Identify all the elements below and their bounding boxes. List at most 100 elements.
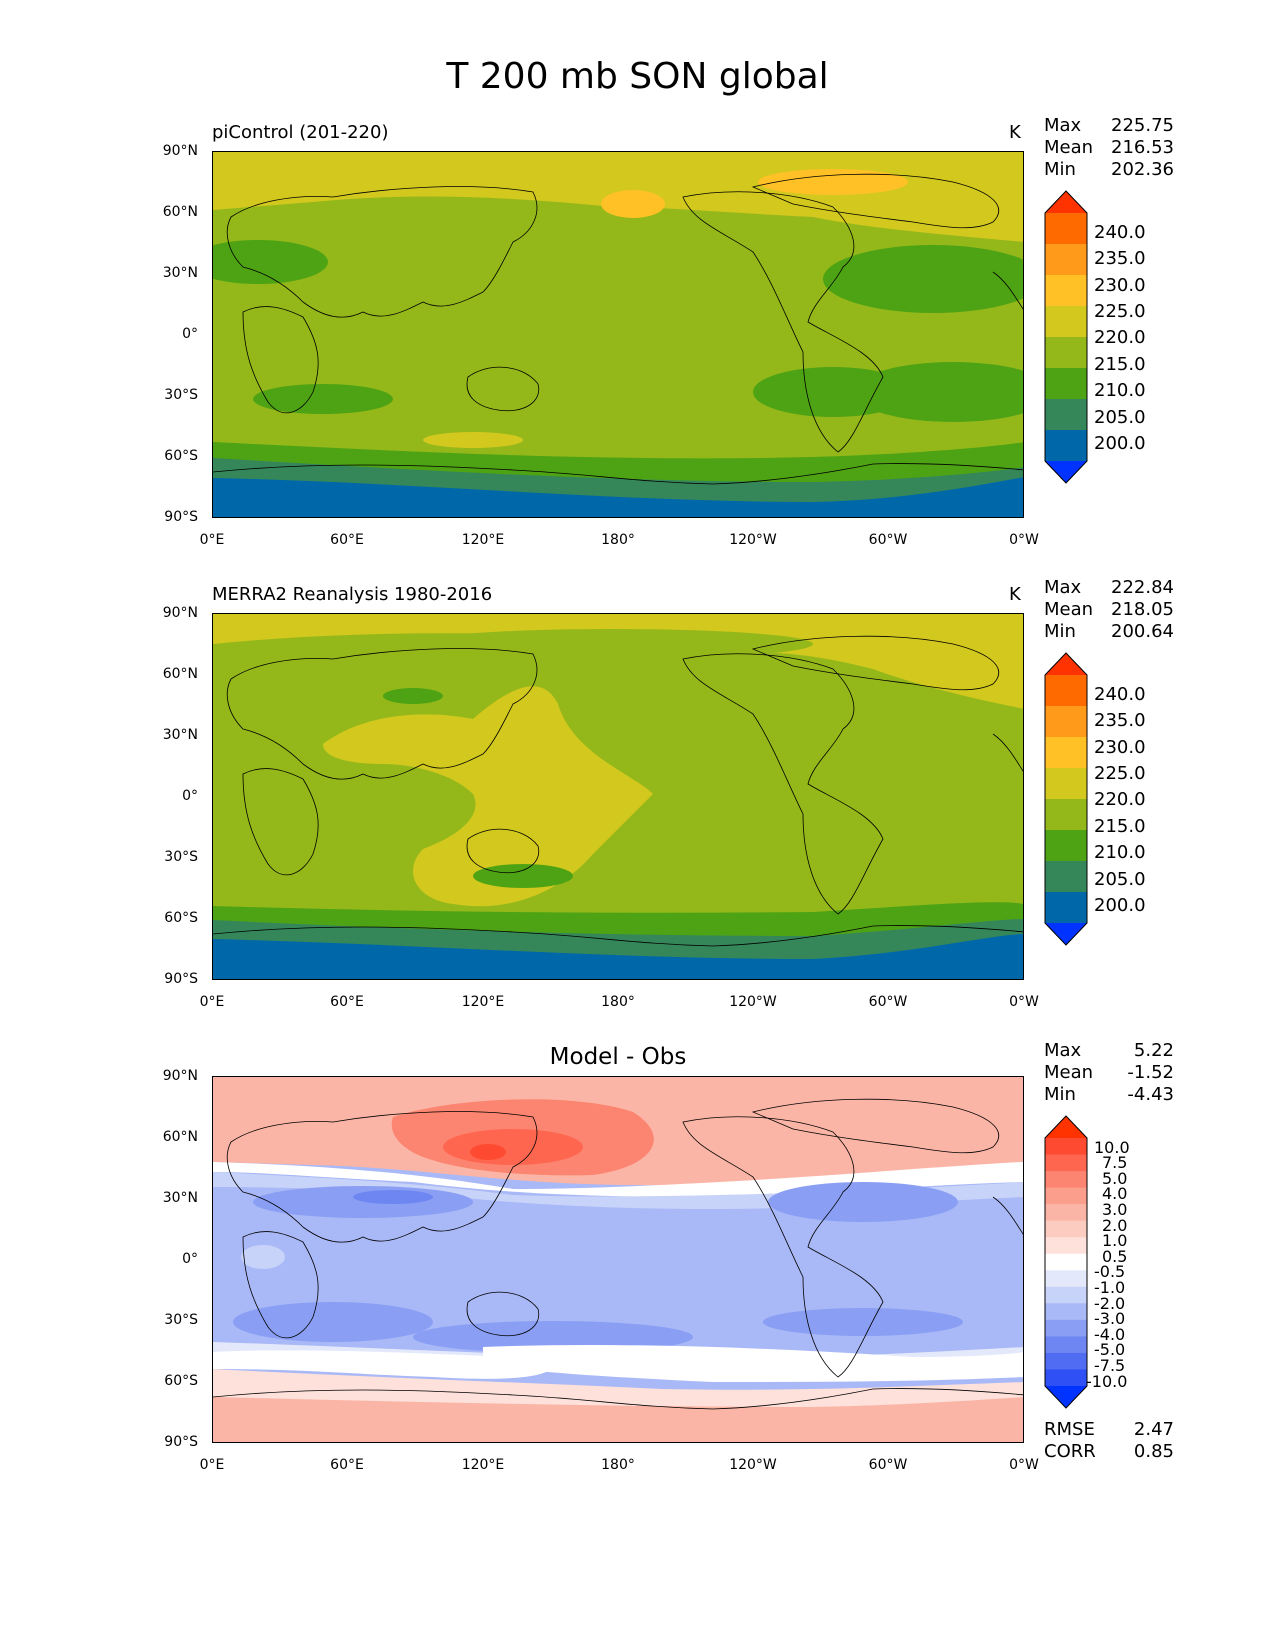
panel-2-colorbar-label: 215.0 <box>1094 816 1146 837</box>
colorbar-segment <box>1045 706 1087 738</box>
panel-2-y-tick: 90°N <box>162 605 198 621</box>
colorbar-segment <box>1045 1286 1087 1304</box>
panel-1-y-tick: 60°N <box>162 204 198 220</box>
panel-2-label: MERRA2 Reanalysis 1980-2016 <box>212 584 493 605</box>
panel-1-x-tick: 120°W <box>729 532 777 548</box>
panel-2-colorbar-label: 235.0 <box>1094 710 1146 731</box>
panel-3-stat-max: Max 5.22 <box>1044 1040 1174 1061</box>
colorbar-extension-top <box>1045 191 1087 213</box>
panel-2-y-tick: 30°S <box>164 849 198 865</box>
panel-2-x-tick: 180° <box>601 994 635 1010</box>
panel-2-y-tick: 90°S <box>164 971 198 987</box>
panel-3-stat-mean: Mean -1.52 <box>1044 1062 1174 1083</box>
panel-2-colorbar-label: 225.0 <box>1094 763 1146 784</box>
panel-2-x-tick: 60°E <box>330 994 364 1010</box>
panel-1-y-tick: 90°S <box>164 509 198 525</box>
panel-1-colorbar-label: 205.0 <box>1094 407 1146 428</box>
panel-3-x-tick: 0°E <box>199 1457 225 1473</box>
colorbar-segment <box>1045 430 1087 462</box>
panel-3-x-tick: 180° <box>601 1457 635 1473</box>
colorbar-segment <box>1045 244 1087 276</box>
panel-2-x-tick: 0°E <box>199 994 225 1010</box>
panel-3-colorbar-label: 0.5 <box>1102 1247 1128 1266</box>
colorbar-segment <box>1045 306 1087 338</box>
panel-2-colorbar-label: 210.0 <box>1094 842 1146 863</box>
panel-3-x-tick: 60°W <box>868 1457 908 1473</box>
panel-2-colorbar-label: 200.0 <box>1094 895 1146 916</box>
panel-2-colorbar <box>1044 652 1088 946</box>
colorbar-extension-top <box>1045 653 1087 675</box>
panel-1-label: piControl (201-220) <box>212 122 389 143</box>
colorbar-segment <box>1045 1253 1087 1271</box>
panel-3-stat-min: Min -4.43 <box>1044 1084 1174 1105</box>
colorbar-extension-bottom <box>1045 461 1087 483</box>
panel-1-stat-mean: Mean 216.53 <box>1044 137 1174 158</box>
panel-2-y-tick: 60°N <box>162 666 198 682</box>
panel-1-x-tick: 120°E <box>461 532 505 548</box>
panel-1-x-tick: 60°E <box>330 532 364 548</box>
colorbar-segment <box>1045 275 1087 307</box>
panel-3-colorbar-label: 7.5 <box>1102 1153 1128 1172</box>
panel-3-y-tick: 60°N <box>162 1129 198 1145</box>
panel-1-colorbar-label: 215.0 <box>1094 354 1146 375</box>
colorbar-segment <box>1045 1303 1087 1321</box>
panel-3-x-tick: 120°W <box>729 1457 777 1473</box>
panel-3-colorbar-label: -3.0 <box>1094 1309 1126 1328</box>
colorbar-segment <box>1045 1270 1087 1288</box>
panel-1-x-tick: 0°E <box>199 532 225 548</box>
panel-3-colorbar-label: -0.5 <box>1094 1262 1126 1281</box>
panel-3-colorbar-label: 2.0 <box>1102 1216 1128 1235</box>
colorbar-segment <box>1045 213 1087 245</box>
panel-2-stat-max: Max 222.84 <box>1044 577 1174 598</box>
panel-3-colorbar <box>1044 1115 1088 1409</box>
colorbar-segment <box>1045 399 1087 431</box>
colorbar-segment <box>1045 675 1087 707</box>
panel-2-stat-min: Min 200.64 <box>1044 621 1174 642</box>
colorbar-segment <box>1045 861 1087 893</box>
panel-2-stat-mean: Mean 218.05 <box>1044 599 1174 620</box>
panel-1-stat-max: Max 225.75 <box>1044 115 1174 136</box>
panel-2-x-tick: 0°W <box>1009 994 1039 1010</box>
colorbar-segment <box>1045 368 1087 400</box>
panel-1-colorbar-label: 230.0 <box>1094 275 1146 296</box>
panel-3-y-tick: 60°S <box>164 1373 198 1389</box>
panel-3-x-tick: 0°W <box>1009 1457 1039 1473</box>
panel-3-colorbar-label: -7.5 <box>1094 1356 1126 1375</box>
colorbar-segment <box>1045 768 1087 800</box>
colorbar-segment <box>1045 1204 1087 1222</box>
colorbar-segment <box>1045 737 1087 769</box>
panel-1-y-tick: 60°S <box>164 448 198 464</box>
colorbar-segment <box>1045 1352 1087 1370</box>
panel-2-map <box>212 613 1024 980</box>
colorbar-outline <box>1044 652 1088 946</box>
panel-2-x-tick: 60°W <box>868 994 908 1010</box>
panel-2-colorbar-label: 220.0 <box>1094 789 1146 810</box>
colorbar-segment <box>1045 892 1087 924</box>
colorbar-segment <box>1045 1237 1087 1255</box>
colorbar-segment <box>1045 1187 1087 1205</box>
figure-title: T 200 mb SON global <box>446 56 829 97</box>
panel-3-x-tick: 120°E <box>461 1457 505 1473</box>
panel-3-y-tick: 90°S <box>164 1434 198 1450</box>
panel-3-y-tick: 0° <box>182 1251 198 1267</box>
colorbar-segment <box>1045 1171 1087 1189</box>
panel-1-y-tick: 30°S <box>164 387 198 403</box>
panel-3-colorbar-label: 4.0 <box>1102 1184 1128 1203</box>
panel-1-map <box>212 151 1024 518</box>
colorbar-extension-bottom <box>1045 923 1087 945</box>
panel-3-colorbar-label: -1.0 <box>1094 1278 1126 1297</box>
panel-1-colorbar-label: 225.0 <box>1094 301 1146 322</box>
panel-1-x-tick: 60°W <box>868 532 908 548</box>
panel-3-colorbar-label: 10.0 <box>1094 1138 1130 1157</box>
panel-2-units: K <box>1009 584 1021 605</box>
panel-3-colorbar-label: 3.0 <box>1102 1200 1128 1219</box>
colorbar-segment <box>1045 1138 1087 1156</box>
colorbar-extension-top <box>1045 1116 1087 1138</box>
panel-1-y-tick: 30°N <box>162 265 198 281</box>
panel-2-x-tick: 120°W <box>729 994 777 1010</box>
colorbar-segment <box>1045 1369 1087 1387</box>
panel-2-colorbar-label: 205.0 <box>1094 869 1146 890</box>
colorbar-segment <box>1045 799 1087 831</box>
panel-1-units: K <box>1009 122 1021 143</box>
panel-1-y-tick: 0° <box>182 326 198 342</box>
